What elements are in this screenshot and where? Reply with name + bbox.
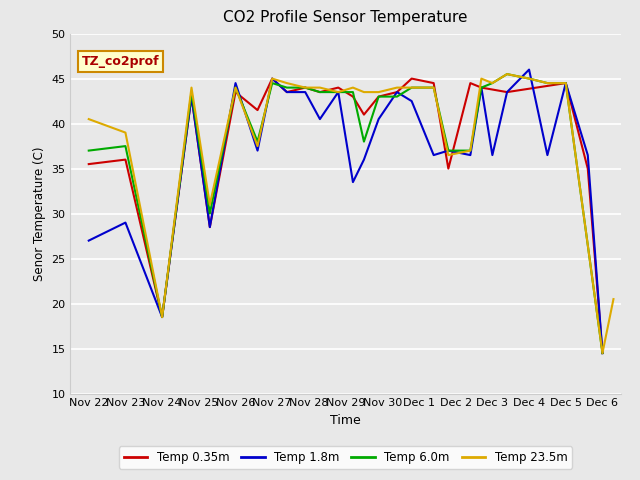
Legend: Temp 0.35m, Temp 1.8m, Temp 6.0m, Temp 23.5m: Temp 0.35m, Temp 1.8m, Temp 6.0m, Temp 2… [119,446,572,469]
Title: CO2 Profile Sensor Temperature: CO2 Profile Sensor Temperature [223,11,468,25]
Y-axis label: Senor Temperature (C): Senor Temperature (C) [33,146,46,281]
X-axis label: Time: Time [330,414,361,427]
Text: TZ_co2prof: TZ_co2prof [81,55,159,68]
